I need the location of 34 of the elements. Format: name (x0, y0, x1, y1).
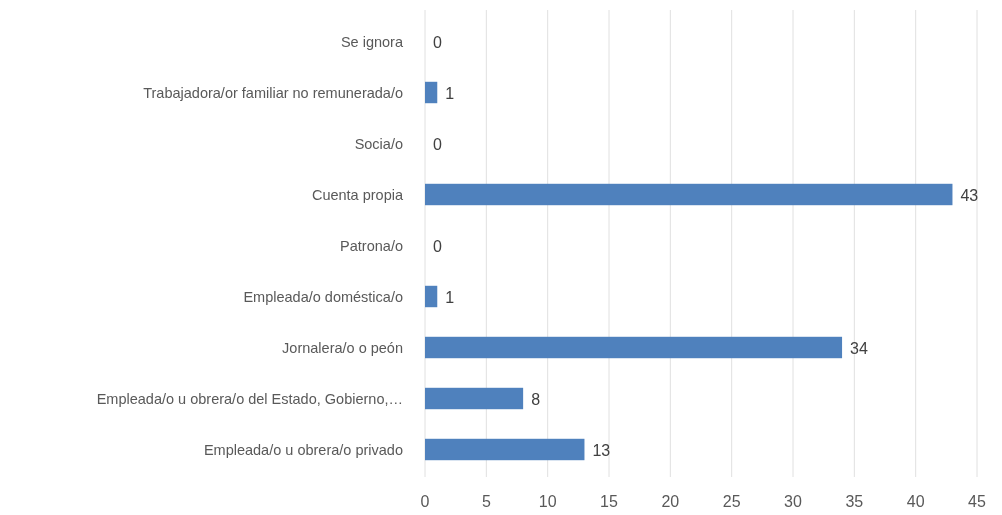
y-tick-label: Empleada/o u obrera/o del Estado, Gobierno,… (96, 391, 403, 408)
bar (425, 438, 585, 461)
x-tick-label: 45 (968, 493, 986, 510)
data-label: 1 (445, 84, 455, 102)
data-label: 13 (592, 441, 611, 459)
x-tick-label: 30 (784, 493, 802, 510)
x-tick-label: 10 (538, 493, 557, 510)
x-tick-label: 20 (661, 493, 680, 510)
y-tick-label: Trabajadora/or familiar no remunerada/o (143, 85, 403, 102)
bar (425, 387, 524, 410)
x-tick-label: 15 (600, 493, 618, 510)
x-tick-label: 35 (845, 493, 864, 510)
data-label: 1 (445, 288, 455, 306)
bar (425, 183, 953, 206)
x-tick-label: 40 (906, 493, 925, 510)
y-tick-label: Socia/o (354, 136, 403, 153)
y-tick-label: Jornalera/o o peón (282, 340, 403, 357)
x-tick-label: 0 (420, 493, 430, 510)
y-tick-label: Cuenta propia (311, 187, 404, 204)
data-label: 0 (433, 135, 442, 153)
bar (425, 81, 438, 104)
y-tick-label: Patrona/o (340, 238, 403, 255)
bar (425, 285, 438, 308)
y-tick-label: Empleada/o doméstica/o (243, 289, 403, 306)
y-tick-label: Se ignora (340, 34, 404, 51)
x-tick-label: 25 (722, 493, 741, 510)
data-label: 0 (433, 33, 442, 51)
data-label: 0 (433, 237, 442, 255)
bar (425, 336, 843, 359)
y-tick-label: Empleada/o u obrera/o privado (203, 442, 403, 459)
data-label: 43 (960, 186, 979, 204)
data-label: 8 (531, 390, 541, 408)
data-label: 34 (850, 339, 868, 357)
x-tick-label: 5 (481, 493, 491, 510)
